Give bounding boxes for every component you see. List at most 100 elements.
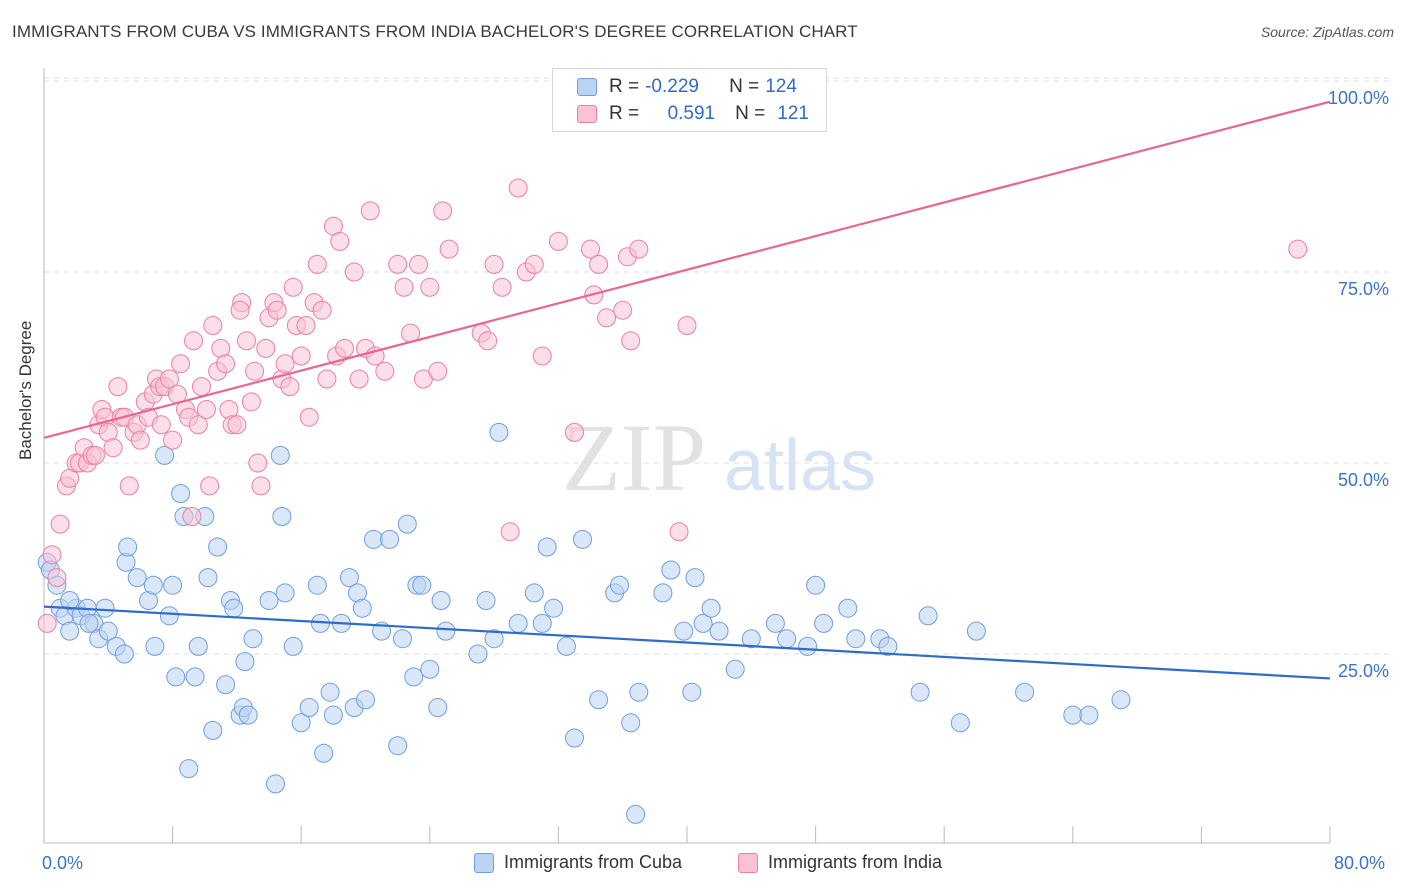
series-india bbox=[37, 178, 1308, 633]
cuba-point-16 bbox=[118, 537, 138, 557]
cuba-point-54 bbox=[323, 705, 343, 725]
india-point-31 bbox=[159, 369, 179, 389]
cuba-point-117 bbox=[1079, 705, 1099, 725]
cuba-point-92 bbox=[653, 583, 673, 603]
india-point-65 bbox=[296, 316, 316, 335]
india-point-103 bbox=[597, 308, 617, 328]
india-point-39 bbox=[192, 377, 211, 397]
source-label: Source: ZipAtlas.com bbox=[1260, 24, 1394, 40]
india-point-37 bbox=[184, 331, 203, 351]
india-point-66 bbox=[299, 407, 319, 427]
india-point-16 bbox=[103, 438, 123, 458]
india-point-2 bbox=[47, 568, 67, 588]
cuba-point-89 bbox=[621, 713, 641, 733]
india-point-61 bbox=[280, 377, 300, 397]
cuba-point-36 bbox=[224, 598, 244, 618]
cuba-point-42 bbox=[259, 591, 279, 610]
watermark: ZIP atlas bbox=[562, 404, 876, 511]
cuba-point-81 bbox=[537, 537, 557, 557]
cuba-point-119 bbox=[60, 591, 80, 610]
india-swatch bbox=[577, 105, 597, 123]
cuba-point-85 bbox=[573, 529, 592, 549]
india-point-70 bbox=[317, 369, 337, 389]
chart-title: IMMIGRANTS FROM CUBA VS IMMIGRANTS FROM … bbox=[12, 22, 858, 41]
cuba-point-31 bbox=[198, 568, 218, 588]
cuba-point-102 bbox=[765, 613, 785, 633]
india-point-3 bbox=[50, 514, 70, 534]
cuba-point-49 bbox=[299, 698, 319, 717]
cuba-point-97 bbox=[693, 613, 713, 633]
y-axis-label: Bachelor's Degree bbox=[16, 320, 35, 460]
cuba-point-107 bbox=[838, 598, 858, 618]
india-point-11 bbox=[85, 445, 105, 465]
cuba-point-25 bbox=[171, 484, 191, 504]
india-point-96 bbox=[524, 254, 544, 274]
cuba-point-66 bbox=[397, 514, 417, 534]
cuba-point-44 bbox=[270, 445, 290, 465]
india-point-98 bbox=[548, 231, 568, 251]
india-point-64 bbox=[291, 346, 311, 366]
cuba-point-93 bbox=[661, 560, 681, 580]
cuba-point-77 bbox=[489, 422, 509, 442]
india-point-111 bbox=[484, 254, 504, 274]
cuba-point-5 bbox=[60, 621, 80, 641]
cuba-point-53 bbox=[320, 682, 340, 702]
cuba-point-61 bbox=[364, 529, 383, 549]
cuba-point-21 bbox=[155, 445, 175, 465]
india-point-104 bbox=[613, 300, 633, 320]
cuba-point-120 bbox=[79, 613, 99, 633]
cuba-point-12 bbox=[98, 621, 118, 641]
cuba-point-63 bbox=[380, 529, 400, 549]
bottom-legend-india: Immigrants from India bbox=[738, 852, 942, 873]
india-point-94 bbox=[508, 178, 528, 198]
cuba-point-110 bbox=[878, 636, 898, 656]
india-point-99 bbox=[565, 422, 584, 442]
y-tick-50: 50.0% bbox=[1338, 470, 1390, 490]
india-point-93 bbox=[500, 522, 520, 542]
india-point-62 bbox=[283, 277, 303, 297]
bottom-legend-cuba: Immigrants from Cuba bbox=[474, 852, 682, 873]
india-point-69 bbox=[312, 300, 332, 320]
cuba-point-118 bbox=[1111, 690, 1131, 710]
grid-lines bbox=[44, 77, 1392, 655]
india-r-label: R = bbox=[609, 103, 640, 124]
india-legend-swatch bbox=[738, 852, 758, 873]
india-point-41 bbox=[200, 476, 220, 496]
cuba-swatch bbox=[577, 78, 597, 96]
cuba-trend-line bbox=[43, 605, 1331, 680]
india-point-1 bbox=[42, 545, 62, 565]
india-point-29 bbox=[151, 415, 171, 435]
india-n-label: N = bbox=[735, 103, 766, 124]
cuba-point-24 bbox=[166, 667, 186, 687]
cuba-point-56 bbox=[339, 568, 359, 588]
india-point-112 bbox=[230, 300, 250, 320]
x-axis-min: 0.0% bbox=[42, 853, 84, 873]
cuba-point-96 bbox=[685, 568, 705, 588]
cuba-point-50 bbox=[307, 575, 327, 595]
y-tick-25: 25.0% bbox=[1338, 661, 1390, 681]
cuba-legend-label: Immigrants from Cuba bbox=[504, 852, 683, 872]
india-point-54 bbox=[251, 476, 271, 496]
cuba-point-94 bbox=[674, 621, 694, 641]
watermark-atlas: atlas bbox=[724, 426, 876, 506]
india-r-value: 0.591 bbox=[667, 103, 716, 124]
india-point-32 bbox=[163, 430, 183, 450]
india-point-82 bbox=[394, 277, 414, 297]
india-point-110 bbox=[1288, 239, 1308, 259]
cuba-point-47 bbox=[283, 636, 303, 656]
india-point-51 bbox=[241, 392, 261, 412]
india-point-91 bbox=[478, 331, 498, 351]
india-legend-label: Immigrants from India bbox=[768, 852, 943, 872]
india-point-108 bbox=[669, 522, 689, 542]
india-point-89 bbox=[439, 239, 459, 259]
cuba-point-111 bbox=[910, 682, 930, 702]
cuba-point-22 bbox=[159, 606, 179, 626]
india-point-97 bbox=[532, 346, 552, 366]
cuba-point-41 bbox=[243, 629, 263, 649]
cuba-point-91 bbox=[629, 682, 649, 702]
cuba-n-value: 124 bbox=[765, 76, 797, 97]
cuba-point-108 bbox=[846, 629, 866, 649]
cuba-point-79 bbox=[524, 583, 544, 603]
cuba-point-86 bbox=[589, 690, 609, 710]
cuba-point-99 bbox=[709, 621, 729, 641]
